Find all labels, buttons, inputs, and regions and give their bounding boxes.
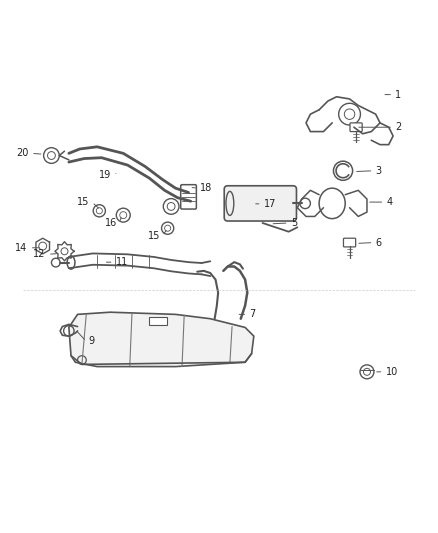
- Text: 16: 16: [105, 218, 117, 228]
- Text: 5: 5: [291, 218, 297, 228]
- Text: 15: 15: [78, 197, 90, 207]
- Text: 7: 7: [250, 309, 256, 319]
- Text: 4: 4: [387, 197, 393, 207]
- Text: 17: 17: [264, 199, 276, 209]
- Text: 18: 18: [200, 183, 212, 193]
- Text: 19: 19: [99, 170, 112, 180]
- Text: 9: 9: [88, 336, 95, 346]
- Text: 14: 14: [15, 243, 28, 253]
- Text: 3: 3: [376, 166, 382, 176]
- Text: 12: 12: [33, 249, 46, 260]
- FancyBboxPatch shape: [350, 123, 362, 132]
- Text: 2: 2: [395, 122, 402, 132]
- Text: 1: 1: [395, 90, 401, 100]
- Text: 20: 20: [17, 148, 29, 158]
- FancyBboxPatch shape: [343, 238, 356, 247]
- Text: 6: 6: [376, 238, 382, 247]
- Text: 11: 11: [116, 257, 128, 267]
- Polygon shape: [69, 312, 254, 367]
- Text: 15: 15: [148, 231, 160, 241]
- FancyBboxPatch shape: [224, 186, 297, 221]
- Bar: [149, 318, 167, 325]
- FancyBboxPatch shape: [181, 184, 196, 209]
- Text: 10: 10: [386, 367, 398, 377]
